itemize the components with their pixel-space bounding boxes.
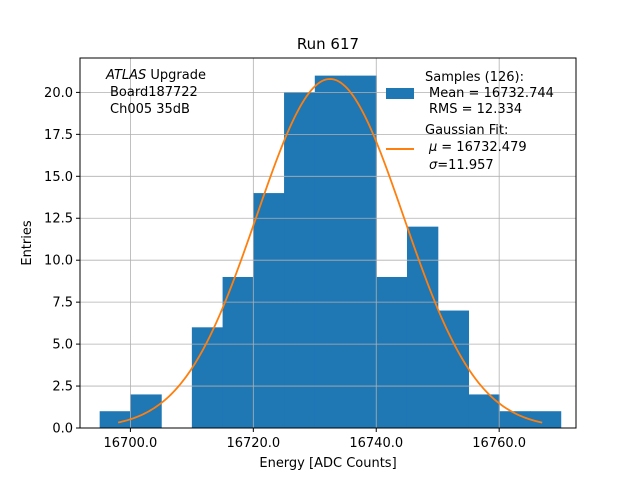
legend-samples-mean: Mean = 16732.744 bbox=[429, 86, 554, 101]
x-tick-label: 16700.0 bbox=[104, 436, 158, 451]
legend-fit-mu: μ = 16732.479 bbox=[428, 140, 527, 155]
chart-title: Run 617 bbox=[297, 35, 359, 53]
y-tick-label: 20.0 bbox=[44, 86, 73, 101]
legend-samples-rms: RMS = 12.334 bbox=[429, 102, 522, 117]
y-tick-label: 2.5 bbox=[52, 380, 73, 395]
annotation-line-3: Ch005 35dB bbox=[110, 102, 190, 117]
legend-fit-sigma: σ=11.957 bbox=[429, 158, 494, 173]
legend-fit-title: Gaussian Fit: bbox=[425, 123, 508, 138]
x-axis-ticks: 16700.0 16720.0 16740.0 16760.0 bbox=[104, 428, 526, 451]
legend-mu-value: = 16732.479 bbox=[441, 140, 526, 155]
plot-frame bbox=[79, 57, 577, 429]
histogram-bar bbox=[345, 75, 377, 428]
annotation-line-2: Board187722 bbox=[110, 85, 198, 100]
y-tick-label: 17.5 bbox=[44, 128, 73, 143]
legend: Samples (126): Mean = 16732.744 RMS = 12… bbox=[386, 70, 554, 173]
histogram-bar bbox=[99, 411, 131, 428]
histogram-bar bbox=[130, 394, 162, 428]
annotation-line-1: ATLAS Upgrade bbox=[105, 68, 206, 83]
x-tick-label: 16760.0 bbox=[472, 436, 526, 451]
x-axis-title: Energy [ADC Counts] bbox=[259, 456, 396, 471]
y-tick-label: 15.0 bbox=[44, 170, 73, 185]
histogram-bar bbox=[499, 411, 531, 428]
histogram-bar bbox=[437, 310, 470, 428]
fit-curve bbox=[117, 78, 543, 424]
y-tick-label: 10.0 bbox=[44, 254, 73, 269]
x-tick-label: 16720.0 bbox=[226, 436, 280, 451]
histogram-bar bbox=[376, 276, 408, 428]
histogram-bar bbox=[222, 276, 254, 428]
annotation-upgrade: Upgrade bbox=[146, 68, 206, 83]
y-tick-label: 5.0 bbox=[52, 338, 73, 353]
y-tick-label: 12.5 bbox=[44, 212, 73, 227]
y-axis-title: Entries bbox=[20, 220, 35, 266]
legend-sigma-symbol: σ bbox=[429, 158, 438, 173]
legend-bar-swatch bbox=[386, 88, 414, 99]
y-tick-label: 7.5 bbox=[52, 296, 73, 311]
histogram-bar bbox=[529, 411, 562, 428]
y-axis-ticks: 0.0 2.5 5.0 7.5 10.0 12.5 15.0 17.5 20.0 bbox=[44, 86, 80, 437]
histogram-bar bbox=[314, 75, 347, 428]
histogram-bar bbox=[406, 226, 439, 428]
y-tick-label: 0.0 bbox=[52, 422, 73, 437]
legend-sigma-value: =11.957 bbox=[437, 158, 493, 173]
gaussian-fit bbox=[117, 78, 543, 424]
legend-samples-title: Samples (126): bbox=[425, 70, 524, 85]
legend-mu-symbol: μ bbox=[428, 140, 437, 155]
x-tick-label: 16740.0 bbox=[349, 436, 403, 451]
annotation-atlas: ATLAS bbox=[105, 68, 146, 83]
histogram-bar bbox=[253, 193, 285, 428]
histogram-bars bbox=[80, 58, 576, 429]
